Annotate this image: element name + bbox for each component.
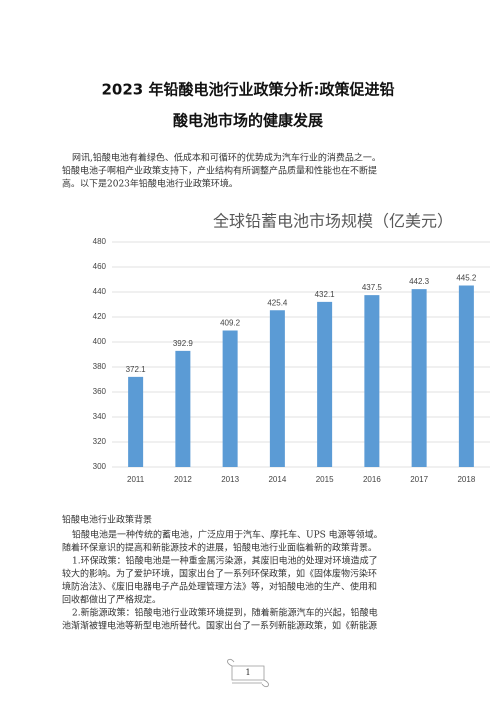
bar <box>458 285 474 467</box>
x-tick-label: 2013 <box>221 475 239 484</box>
value-label: 445.2 <box>456 274 477 283</box>
title-line: 酸电池市场的健康发展 <box>173 112 323 130</box>
value-label: 437.5 <box>362 283 383 292</box>
value-label: 372.1 <box>126 365 147 374</box>
page-number: 1 <box>245 668 250 677</box>
bar <box>128 376 144 467</box>
chart-title: 全球铅蓄电池市场规模（亿美元） <box>213 212 453 231</box>
y-tick-label: 320 <box>93 437 107 446</box>
x-tick-label: 2016 <box>363 475 381 484</box>
x-tick-label: 2014 <box>268 475 286 484</box>
bar <box>269 310 285 467</box>
section-heading: 铅酸电池行业政策背景 <box>62 514 152 526</box>
bar <box>175 350 191 467</box>
y-tick-label: 380 <box>93 362 107 371</box>
value-label: 392.9 <box>173 339 194 348</box>
scroll <box>227 658 269 688</box>
body-line: 随着环保意识的提高和新能源技术的进展，铅酸电池行业面临着新的政策背景。 <box>62 542 377 554</box>
y-tick-label: 400 <box>93 337 107 346</box>
value-label: 425.4 <box>267 298 288 307</box>
bar <box>364 295 380 467</box>
value-label: 432.1 <box>315 290 336 299</box>
x-tick-label: 2011 <box>127 475 145 484</box>
bar <box>222 330 238 467</box>
value-label: 442.3 <box>409 277 430 286</box>
y-tick-label: 360 <box>93 387 107 396</box>
body-line: 2.新能源政策：铅酸电池行业政策环境提到，随着新能源汽车的兴起，铅酸电 <box>72 607 378 619</box>
x-tick-label: 2018 <box>457 475 475 484</box>
bar <box>411 289 427 467</box>
body-line: 较大的影响。为了爱护环境，国家出台了一系列环保政策，如《固体废物污染环 <box>62 568 377 580</box>
x-tick-label: 2012 <box>174 475 192 484</box>
body-line: 高。以下是2023年铅酸电池行业政策环境。 <box>62 178 238 190</box>
body-line: 1.环保政策：铅酸电池是一种重金属污染源，其废旧电池的处理对环境造成了 <box>72 555 378 567</box>
body-line: 铅酸电池子啊相产业政策支持下，产业结构有所调整产品质量和性能也在不断提 <box>62 165 377 177</box>
y-tick-label: 460 <box>93 262 107 271</box>
x-tick-label: 2017 <box>410 475 428 484</box>
body-line: 境防治法》、《废旧电器电子产品处理管理方法》等，对铅酸电池的生产、使用和 <box>62 581 377 593</box>
title-line: 2023 年铅酸电池行业政策分析:政策促进铅 <box>102 81 395 99</box>
bar <box>317 301 333 467</box>
body-line: 铅酸电池是一种传统的蓄电池，广泛应用于汽车、摩托车、UPS 电源等领域。 <box>72 529 383 541</box>
value-label: 409.2 <box>220 319 241 328</box>
body-line: 池渐渐被锂电池等新型电池所替代。国家出台了一系列新能源政策，如《新能源 <box>62 620 377 632</box>
body-line: 回收都做出了严格规定。 <box>62 594 161 606</box>
y-tick-label: 440 <box>93 287 107 296</box>
y-tick-label: 300 <box>93 462 107 471</box>
body-line: 网讯,铅酸电池有着绿色、低成本和可循环的优势成为汽车行业的消费品之一。 <box>72 152 381 164</box>
y-tick-label: 420 <box>93 312 107 321</box>
y-tick-label: 480 <box>93 237 107 246</box>
x-tick-label: 2015 <box>316 475 334 484</box>
y-tick-label: 340 <box>93 412 107 421</box>
